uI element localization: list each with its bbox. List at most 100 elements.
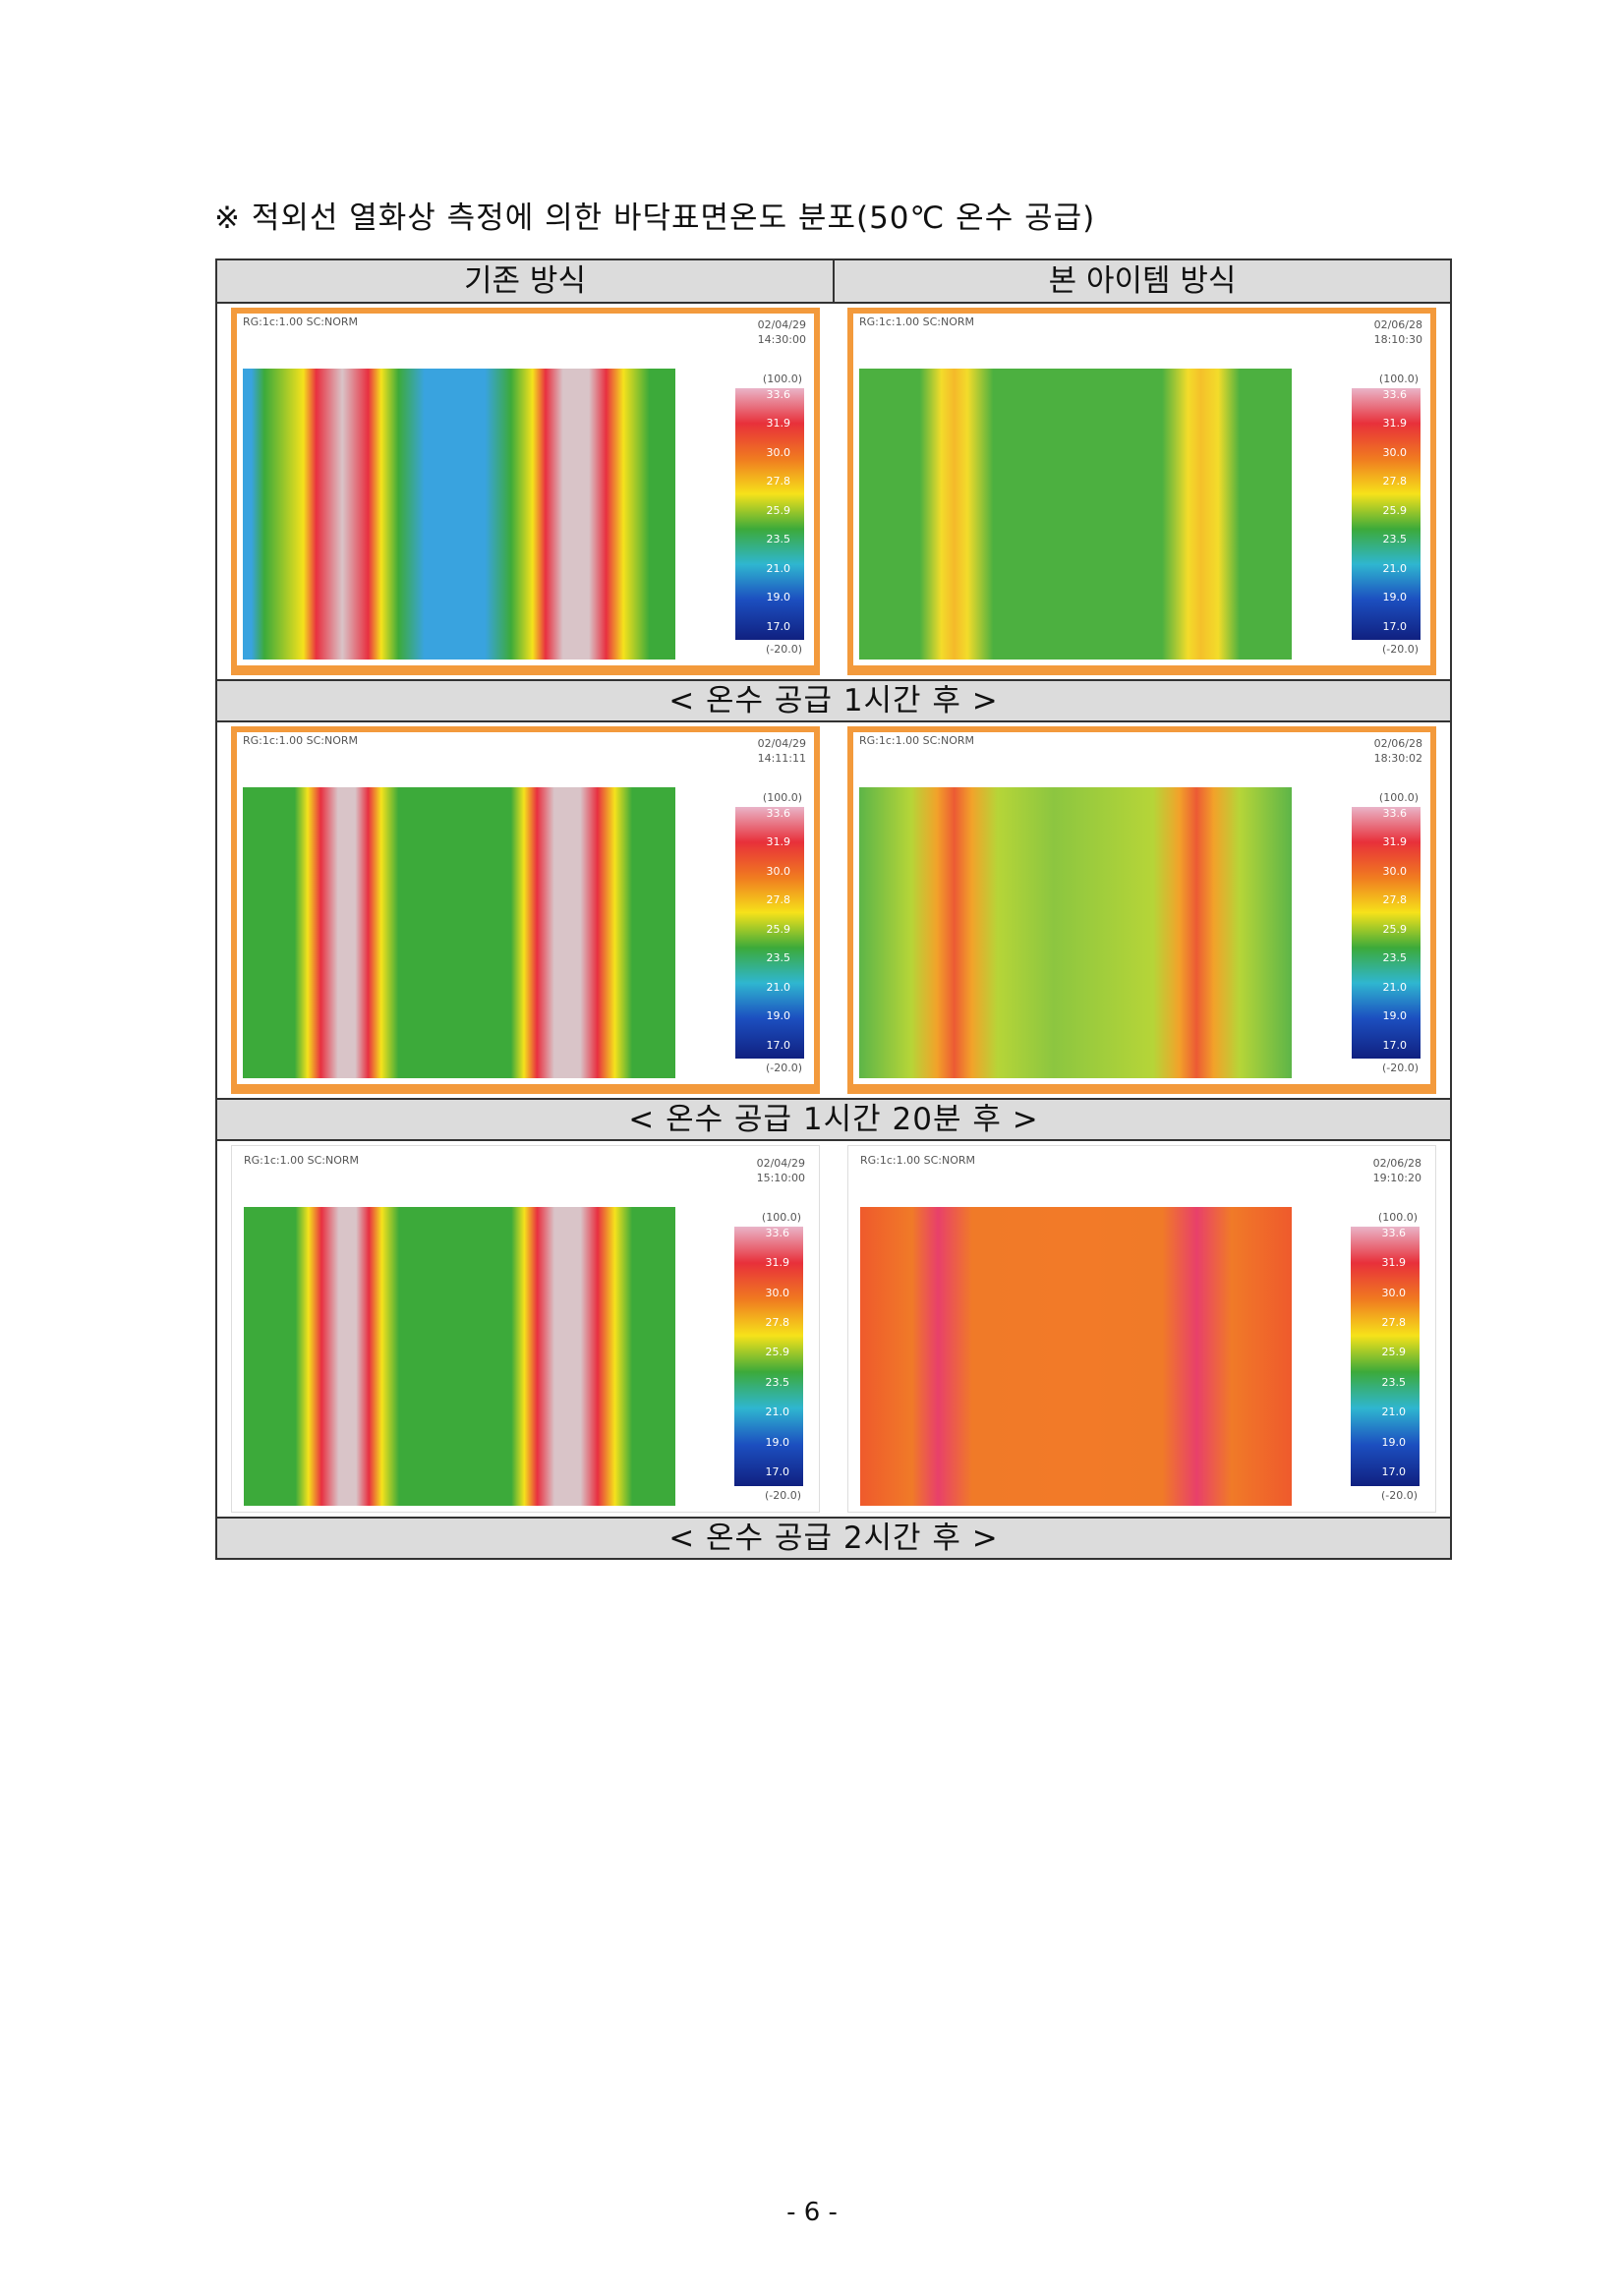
- scale-label: 27.8: [766, 475, 791, 488]
- scale-label: 30.0: [1381, 1286, 1407, 1299]
- scale-label: 23.5: [1382, 533, 1408, 546]
- scale-label: 33.6: [765, 1227, 790, 1239]
- image-row: RG:1c:1.00 SC:NORM 02/04/29 14:11:11 (100.0…: [217, 722, 1450, 1098]
- date: 02/06/28: [1373, 737, 1422, 750]
- heatmap: [859, 369, 1293, 660]
- scale-label: 23.5: [1382, 951, 1408, 965]
- scale-label: 31.9: [1382, 835, 1408, 849]
- heatmap: [244, 1207, 675, 1506]
- header-cell: 본 아이템 방식: [833, 260, 1450, 302]
- scale-label: 31.9: [1381, 1256, 1407, 1270]
- scale-label: 30.0: [766, 445, 791, 459]
- time: 18:30:02: [1373, 752, 1422, 765]
- scale-max: (100.0): [762, 373, 802, 385]
- date: 02/06/28: [1372, 1157, 1421, 1170]
- scale-label: 21.0: [765, 1406, 790, 1419]
- color-scale: 33.6 31.9 30.0 27.8 25.9 23.5 21.0 19.0 17.0: [734, 1227, 803, 1486]
- timestamp: 02/04/29 14:30:00: [758, 317, 806, 347]
- image-cell: RG:1c:1.00 SC:NORM 02/04/29 14:30:00 (100.0…: [217, 304, 834, 679]
- scale-label: 25.9: [1382, 503, 1408, 517]
- image-frame: RG:1c:1.00 SC:NORM 02/06/28 18:10:30 (100.0…: [853, 314, 1430, 665]
- timestamp: 02/06/28 19:10:20: [1373, 1156, 1421, 1185]
- scale-label: 23.5: [766, 533, 791, 546]
- title: ※ 적외선 열화상 측정에 의한 바닥표면온도 분포(50℃ 온수 공급): [214, 201, 1096, 236]
- image-frame: RG:1c:1.00 SC:NORM 02/04/29 15:10:00 (100.0…: [238, 1152, 813, 1512]
- scale-label: 23.5: [765, 1375, 790, 1389]
- heatmap: [859, 787, 1293, 1078]
- scale-label: 17.0: [1382, 1038, 1408, 1052]
- heatmap: [243, 787, 676, 1078]
- image-frame: RG:1c:1.00 SC:NORM 02/04/29 14:30:00 (100.0…: [237, 314, 814, 665]
- scale-label: 33.6: [766, 388, 791, 401]
- image-info: RG:1c:1.00 SC:NORM: [243, 316, 359, 328]
- scale-label: 27.8: [765, 1316, 790, 1330]
- date: 02/04/29: [757, 737, 806, 750]
- scale-label: 31.9: [765, 1256, 790, 1270]
- scale-label: 33.6: [1382, 807, 1408, 820]
- scale-label: 25.9: [1381, 1346, 1407, 1359]
- scale-label: 19.0: [766, 1009, 791, 1023]
- scale-label: 23.5: [766, 951, 791, 965]
- scale-label: 31.9: [766, 417, 791, 430]
- image-info: RG:1c:1.00 SC:NORM: [244, 1154, 360, 1167]
- scale-label: 30.0: [765, 1286, 790, 1299]
- image-cell: RG:1c:1.00 SC:NORM 02/06/28 18:10:30 (100.0…: [834, 304, 1450, 679]
- scale-label: 31.9: [1382, 417, 1408, 430]
- heatmap: [860, 1207, 1292, 1506]
- image-frame: RG:1c:1.00 SC:NORM 02/06/28 19:10:20 (100.0…: [854, 1152, 1429, 1512]
- scale-label: 17.0: [766, 1038, 791, 1052]
- scale-label: 30.0: [1382, 864, 1408, 878]
- scale-max: (100.0): [761, 1211, 801, 1224]
- scale-max: (100.0): [762, 791, 802, 804]
- scale-label: 27.8: [766, 893, 791, 907]
- scale-label: 27.8: [1382, 475, 1408, 488]
- header-row: 기존 방식 본 아이템 방식: [217, 260, 1450, 304]
- image-row: RG:1c:1.00 SC:NORM 02/04/29 14:30:00 (100.0…: [217, 304, 1450, 679]
- date: 02/04/29: [757, 318, 806, 331]
- color-scale: 33.6 31.9 30.0 27.8 25.9 23.5 21.0 19.0 17.0: [735, 807, 804, 1059]
- scale-label: 30.0: [1382, 445, 1408, 459]
- scale-label: 30.0: [766, 864, 791, 878]
- scale-label: 25.9: [766, 503, 791, 517]
- color-scale: 33.6 31.9 30.0 27.8 25.9 23.5 21.0 19.0 17.0: [735, 388, 804, 640]
- timestamp: 02/04/29 15:10:00: [757, 1156, 805, 1185]
- scale-label: 21.0: [1381, 1406, 1407, 1419]
- image-info: RG:1c:1.00 SC:NORM: [859, 734, 975, 747]
- scale-min: (-20.0): [1380, 1489, 1418, 1502]
- scale-label: 21.0: [1382, 980, 1408, 994]
- image-info: RG:1c:1.00 SC:NORM: [859, 316, 975, 328]
- timestamp: 02/06/28 18:10:30: [1374, 317, 1422, 347]
- scale-label: 25.9: [765, 1346, 790, 1359]
- heatmap: [243, 369, 676, 660]
- thermal-image: RG:1c:1.00 SC:NORM 02/04/29 14:11:11 (100.0…: [231, 726, 820, 1094]
- scale-label: 33.6: [1381, 1227, 1407, 1239]
- thermal-image: RG:1c:1.00 SC:NORM 02/06/28 18:30:02 (100.0…: [847, 726, 1436, 1094]
- image-frame: RG:1c:1.00 SC:NORM 02/06/28 18:30:02 (100.0…: [853, 732, 1430, 1084]
- caption: < 온수 공급 2시간 후 >: [217, 1517, 1450, 1558]
- image-info: RG:1c:1.00 SC:NORM: [860, 1154, 976, 1167]
- scale-label: 21.0: [1382, 561, 1408, 575]
- caption: < 온수 공급 1시간 20분 후 >: [217, 1098, 1450, 1141]
- table: 기존 방식 본 아이템 방식 RG:1c:1.00 SC:NORM 02/04/2…: [215, 258, 1452, 1560]
- scale-label: 19.0: [765, 1435, 790, 1449]
- image-row: RG:1c:1.00 SC:NORM 02/04/29 15:10:00 (100.0…: [217, 1141, 1450, 1517]
- scale-max: (100.0): [1378, 373, 1419, 385]
- scale-label: 31.9: [766, 835, 791, 849]
- scale-label: 19.0: [1381, 1435, 1407, 1449]
- color-scale: 33.6 31.9 30.0 27.8 25.9 23.5 21.0 19.0 17.0: [1351, 1227, 1420, 1486]
- caption: < 온수 공급 1시간 후 >: [217, 679, 1450, 722]
- color-scale: 33.6 31.9 30.0 27.8 25.9 23.5 21.0 19.0 17.0: [1352, 388, 1421, 640]
- scale-label: 19.0: [766, 591, 791, 604]
- image-cell: RG:1c:1.00 SC:NORM 02/04/29 15:10:00 (100.0…: [217, 1141, 834, 1517]
- thermal-image: RG:1c:1.00 SC:NORM 02/04/29 14:30:00 (100.0…: [231, 308, 820, 675]
- timestamp: 02/06/28 18:30:02: [1374, 736, 1422, 766]
- scale-min: (-20.0): [764, 1489, 801, 1502]
- scale-max: (100.0): [1377, 1211, 1418, 1224]
- time: 14:30:00: [757, 333, 806, 346]
- thermal-image: RG:1c:1.00 SC:NORM 02/06/28 19:10:20 (100.0…: [847, 1145, 1436, 1513]
- time: 15:10:00: [756, 1172, 805, 1184]
- scale-label: 17.0: [1381, 1464, 1407, 1478]
- scale-label: 27.8: [1382, 893, 1408, 907]
- scale-max: (100.0): [1378, 791, 1419, 804]
